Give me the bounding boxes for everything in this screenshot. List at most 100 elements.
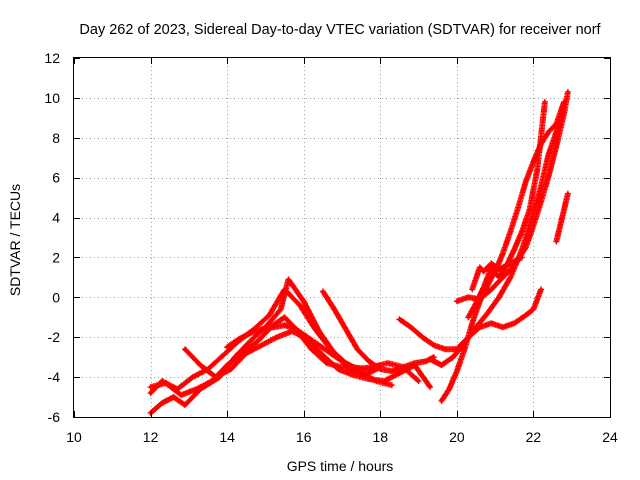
data-point: [298, 303, 302, 307]
data-point: [466, 315, 470, 319]
data-point: [439, 363, 444, 367]
data-point: [198, 363, 202, 367]
x-tick-label: 18: [372, 429, 388, 445]
data-point: [417, 379, 421, 383]
data-point: [497, 275, 501, 279]
series-markers: [427, 102, 568, 369]
data-point: [183, 403, 187, 407]
data-point: [428, 385, 432, 389]
series-trace-13: [553, 190, 571, 245]
data-point: [275, 335, 279, 339]
data-point: [554, 239, 559, 244]
data-point: [462, 341, 467, 345]
data-point: [547, 174, 551, 178]
data-point: [566, 192, 570, 196]
data-point: [171, 395, 176, 399]
data-point: [512, 247, 516, 252]
data-point: [401, 365, 405, 369]
data-point: [485, 311, 490, 315]
data-point: [279, 307, 283, 311]
data-point: [367, 377, 371, 381]
data-point: [508, 275, 513, 279]
data-point: [229, 367, 233, 371]
data-point: [267, 313, 271, 317]
data-point: [489, 287, 493, 291]
data-point: [543, 100, 547, 104]
data-point: [367, 359, 371, 363]
data-point: [566, 90, 570, 94]
data-point: [474, 301, 478, 305]
data-point: [340, 359, 344, 363]
data-point: [363, 367, 367, 371]
data-point: [336, 367, 340, 371]
data-point: [183, 347, 187, 351]
data-point: [283, 315, 287, 319]
chart-title: Day 262 of 2023, Sidereal Day-to-day VTE…: [79, 22, 601, 38]
data-point: [443, 347, 447, 351]
data-point: [516, 206, 520, 210]
data-point: [309, 347, 313, 351]
data-point: [386, 361, 390, 365]
data-point: [524, 245, 528, 250]
data-point: [482, 285, 486, 289]
data-point: [501, 251, 505, 256]
data-point: [489, 321, 493, 325]
data-point: [305, 335, 310, 339]
y-tick-label: 0: [52, 289, 60, 305]
data-point: [214, 375, 218, 379]
x-axis-label: GPS time / hours: [287, 458, 394, 474]
data-point: [539, 184, 543, 188]
y-axis-label: SDTVAR / TECUs: [7, 184, 23, 296]
data-point: [179, 393, 183, 397]
data-point: [528, 208, 532, 212]
y-tick-label: 8: [52, 130, 60, 146]
data-point: [447, 387, 451, 391]
data-point: [451, 355, 455, 359]
data-point: [160, 379, 164, 383]
data-point: [244, 351, 248, 355]
y-tick-label: -4: [48, 369, 61, 385]
data-point: [175, 387, 179, 391]
y-tick-label: 2: [52, 249, 60, 265]
data-point: [286, 277, 290, 281]
data-point: [455, 369, 459, 373]
data-point: [520, 229, 524, 234]
data-point: [221, 353, 225, 357]
data-point: [397, 371, 401, 375]
data-point: [508, 261, 513, 265]
data-point: [355, 347, 359, 351]
series-markers: [553, 190, 571, 245]
data-point: [328, 351, 333, 355]
x-tick-label: 12: [143, 429, 159, 445]
y-tick-label: 12: [44, 50, 60, 66]
data-point: [198, 387, 202, 391]
data-point: [233, 355, 237, 359]
data-point: [248, 331, 252, 335]
data-point: [294, 327, 298, 331]
x-tick-label: 20: [449, 429, 465, 445]
data-point: [397, 317, 401, 321]
data-point: [378, 367, 382, 371]
data-point: [466, 295, 470, 299]
data-point: [390, 383, 394, 387]
plot-frame: [73, 57, 611, 418]
data-point: [474, 325, 478, 329]
data-point: [535, 168, 539, 172]
y-tick-label: -2: [48, 329, 61, 345]
data-point: [390, 369, 394, 373]
data-point: [351, 365, 356, 369]
data-point: [432, 343, 436, 347]
data-point: [531, 160, 536, 164]
data-point: [302, 299, 306, 303]
data-point: [512, 321, 516, 325]
data-point: [317, 329, 321, 333]
data-layer: [147, 88, 571, 416]
data-point: [562, 112, 566, 116]
x-tick-label: 24: [602, 429, 618, 445]
data-point: [539, 200, 543, 204]
data-point: [424, 359, 428, 363]
data-point: [539, 287, 543, 291]
series-trace-5: [224, 322, 384, 373]
